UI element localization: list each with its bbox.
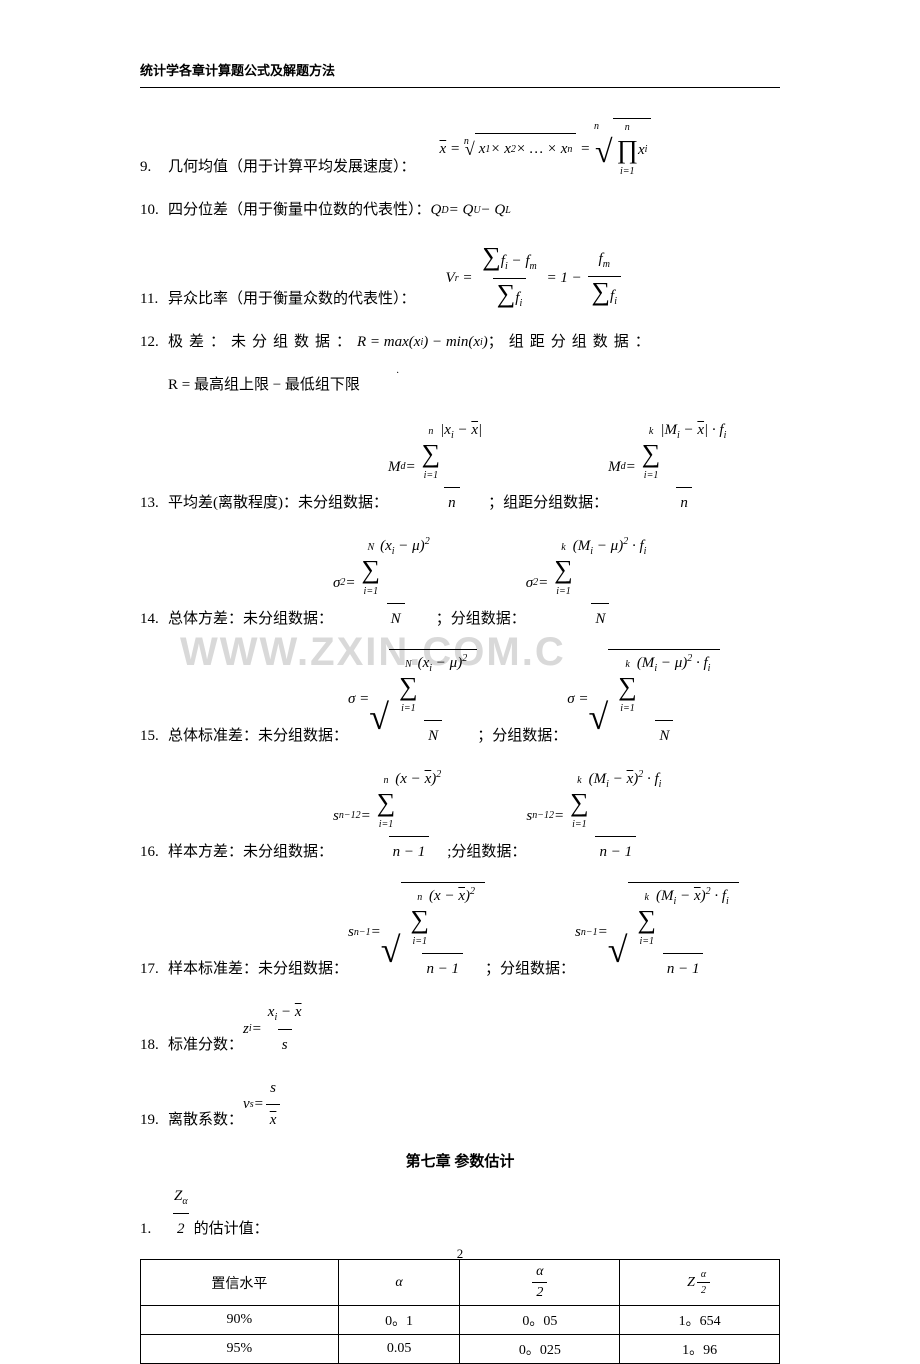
item-11-formula: Vr = ∑fi − fm ∑fi = 1 − fm ∑fi	[446, 244, 623, 313]
item-text: 样本方差：未分组数据：	[168, 839, 333, 866]
item-number: 19.	[140, 1107, 168, 1134]
page-header: 统计学各章计算题公式及解题方法	[140, 60, 780, 79]
section-formula: Zα2	[168, 1183, 194, 1243]
item-text: 几何均值（用于计算平均发展速度）：	[168, 154, 416, 181]
item-10: 10. 四分位差（用于衡量中位数的代表性）： QD = QU − QL	[140, 197, 780, 224]
item-11: 11. 异众比率（用于衡量众数的代表性）： Vr = ∑fi − fm ∑fi …	[140, 244, 780, 313]
item-number: 16.	[140, 839, 168, 866]
table-cell: 90%	[141, 1306, 339, 1335]
table-row: 95% 0.05 0。025 1。96	[141, 1335, 780, 1364]
item-10-formula: QD = QU − QL	[431, 197, 511, 224]
table-cell: 0。05	[460, 1306, 620, 1335]
table-cell: 1。654	[620, 1306, 780, 1335]
table-header: α	[338, 1260, 460, 1306]
item-number: 15.	[140, 723, 168, 750]
item-number: 18.	[140, 1032, 168, 1059]
estimate-table: 置信水平 α α2 Zα2 90% 0。1 0。05 1。654 95% 0.0…	[140, 1259, 780, 1364]
item-text: 四分位差（用于衡量中位数的代表性）：	[168, 197, 431, 224]
item-15-formula-2: σ = √ k∑i=1(Mi − μ)2 · fi N	[567, 649, 720, 750]
chapter-title: 第七章 参数估计	[140, 1150, 780, 1171]
table-cell: 0.05	[338, 1335, 460, 1364]
item-12-formula: R = max(xi) − min(xi)	[357, 329, 488, 356]
item-text: 平均差(离散程度)：未分组数据：	[168, 490, 388, 517]
item-text: ；组距分组数据：	[488, 490, 608, 517]
item-17-formula-2: sn−1 = √ k∑i=1(Mi − x)2 · fi n − 1	[575, 882, 739, 983]
item-13: 13. 平均差(离散程度)：未分组数据： Md = n∑i=1|xi − x| …	[140, 417, 780, 517]
table-header: α2	[460, 1260, 620, 1306]
section-text: 的估计值：	[194, 1216, 269, 1243]
item-text: 极差：未分组数据：	[168, 329, 357, 356]
item-text: 离散系数：	[168, 1107, 243, 1134]
item-text: ；分组数据：	[477, 723, 567, 750]
item-number: 12.	[140, 329, 168, 356]
item-17-formula-1: sn−1 = √ n∑i=1(x − x)2 n − 1	[348, 882, 485, 983]
table-header: Zα2	[620, 1260, 780, 1306]
item-12-formula-2: R = 最高组上限 − 最低组下限	[168, 372, 363, 399]
item-16: 16. 样本方差：未分组数据： sn−12 = n∑i=1(x − x)2 n …	[140, 766, 780, 866]
item-16-formula-1: sn−12 = n∑i=1(x − x)2 n − 1	[333, 766, 447, 866]
item-text: 标准分数：	[168, 1032, 243, 1059]
item-14-formula-1: σ2 = N∑i=1(xi − μ)2 N	[333, 533, 436, 633]
item-text: 总体标准差：未分组数据：	[168, 723, 348, 750]
item-13-formula-1: Md = n∑i=1|xi − x| n	[388, 417, 488, 517]
item-text: 异众比率（用于衡量众数的代表性）：	[168, 286, 416, 313]
item-number: 10.	[140, 197, 168, 224]
item-18-formula: zi = xi − x s	[243, 999, 308, 1059]
item-number: 11.	[140, 286, 168, 313]
header-rule	[140, 87, 780, 88]
item-14: 14. 总体方差：未分组数据： σ2 = N∑i=1(xi − μ)2 N ；分…	[140, 533, 780, 633]
item-15-formula-1: σ = √ N∑i=1(xi − μ)2 N	[348, 649, 477, 750]
item-19: 19. 离散系数： vs = s x	[140, 1075, 780, 1134]
item-17: 17. 样本标准差：未分组数据： sn−1 = √ n∑i=1(x − x)2 …	[140, 882, 780, 983]
table-cell: 0。025	[460, 1335, 620, 1364]
item-text: ;分组数据：	[447, 839, 526, 866]
item-number: 17.	[140, 956, 168, 983]
table-cell: 0。1	[338, 1306, 460, 1335]
section-1: 1. Zα2 的估计值：	[140, 1183, 780, 1243]
item-text: ；分组数据：	[485, 956, 575, 983]
item-text: 总体方差：未分组数据：	[168, 606, 333, 633]
item-9-formula: x = n√x1 × x2 × … × xn = n√ n∏i=1 xi	[440, 118, 652, 181]
item-12: 12. 极差：未分组数据： R = max(xi) − min(xi) ；组距分…	[140, 329, 780, 356]
table-cell: 1。96	[620, 1335, 780, 1364]
table-row: 90% 0。1 0。05 1。654	[141, 1306, 780, 1335]
section-number: 1.	[140, 1216, 168, 1243]
item-number: 13.	[140, 490, 168, 517]
item-9: 9. 几何均值（用于计算平均发展速度）： x = n√x1 × x2 × … ×…	[140, 118, 780, 181]
item-15: 15. 总体标准差：未分组数据： σ = √ N∑i=1(xi − μ)2 N …	[140, 649, 780, 750]
item-12b: R = 最高组上限 − 最低组下限	[140, 372, 780, 399]
item-text: ；组距分组数据：	[488, 329, 656, 356]
table-cell: 95%	[141, 1335, 339, 1364]
item-number: 9.	[140, 154, 168, 181]
item-14-formula-2: σ2 = k∑i=1(Mi − μ)2 · fi N	[526, 533, 653, 633]
item-18: 18. 标准分数： zi = xi − x s	[140, 999, 780, 1059]
item-text: ；分组数据：	[436, 606, 526, 633]
item-text: 样本标准差：未分组数据：	[168, 956, 348, 983]
item-19-formula: vs = s x	[243, 1075, 282, 1134]
table-header-row: 置信水平 α α2 Zα2	[141, 1260, 780, 1306]
item-13-formula-2: Md = k∑i=1|Mi − x| · fi n	[608, 417, 732, 517]
page-content: 统计学各章计算题公式及解题方法 9. 几何均值（用于计算平均发展速度）： x =…	[140, 60, 780, 1364]
table-header: 置信水平	[141, 1260, 339, 1306]
item-number: 14.	[140, 606, 168, 633]
item-16-formula-2: sn−12 = k∑i=1(Mi − x)2 · fi n − 1	[526, 766, 667, 866]
